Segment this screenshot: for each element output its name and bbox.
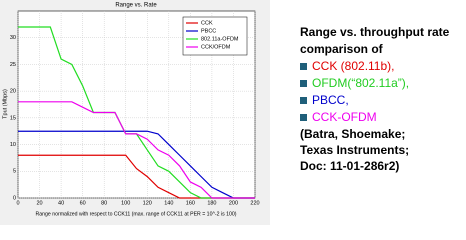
x-tick-label: 80 bbox=[101, 200, 107, 206]
y-tick-label: 0 bbox=[13, 195, 16, 201]
panel-source: Texas Instruments; bbox=[300, 143, 409, 157]
y-tick-label: 15 bbox=[10, 115, 16, 121]
y-tick-label: 25 bbox=[10, 62, 16, 68]
x-tick-label: 20 bbox=[36, 200, 42, 206]
x-tick-label: 220 bbox=[250, 200, 259, 206]
panel-bullet: OFDM(“802.11a”), bbox=[312, 76, 409, 90]
panel-bullet: CCK (802.11b), bbox=[312, 59, 394, 73]
panel-bullet: CCK-OFDM bbox=[312, 110, 377, 124]
panel-source: (Batra, Shoemake; bbox=[300, 127, 405, 141]
x-tick-label: 200 bbox=[229, 200, 238, 206]
x-tick-label: 160 bbox=[186, 200, 195, 206]
series-line bbox=[18, 101, 255, 199]
y-axis-label: Tput (Mbps) bbox=[2, 89, 8, 119]
panel-heading: comparison of bbox=[300, 42, 384, 56]
legend-label: 802.11a-OFDM bbox=[201, 36, 239, 42]
x-tick-label: 140 bbox=[164, 200, 173, 206]
series-line bbox=[18, 130, 255, 199]
x-tick-label: 60 bbox=[80, 200, 86, 206]
chart-title: Range vs. Rate bbox=[115, 3, 157, 9]
legend-label: PBCC bbox=[201, 28, 216, 34]
x-tick-label: 180 bbox=[207, 200, 216, 206]
x-tick-label: 40 bbox=[58, 200, 64, 206]
bullet bbox=[300, 114, 307, 121]
x-tick-label: 100 bbox=[121, 200, 130, 206]
page: Range vs. Rate Range normalized with res… bbox=[0, 0, 450, 225]
legend-label: CCK/OFDM bbox=[201, 44, 231, 50]
y-tick-label: 30 bbox=[10, 35, 16, 41]
y-tick-label: 5 bbox=[13, 169, 16, 175]
legend-label: CCK bbox=[201, 20, 213, 26]
y-tick-label: 10 bbox=[10, 142, 16, 148]
panel-heading: Range vs. throughput rate bbox=[300, 25, 450, 39]
bullet bbox=[300, 63, 307, 70]
panel-source: Doc: 11-01-286r2) bbox=[300, 159, 399, 173]
y-tick-label: 20 bbox=[10, 89, 16, 95]
legend-box bbox=[182, 16, 248, 56]
x-axis-label: Range normalized with respect to CCK11 (… bbox=[35, 211, 236, 217]
bullet bbox=[300, 97, 307, 104]
bullet bbox=[300, 80, 307, 87]
x-tick-label: 0 bbox=[16, 200, 19, 206]
panel-bullet: PBCC, bbox=[312, 93, 349, 107]
x-tick-label: 120 bbox=[143, 200, 152, 206]
